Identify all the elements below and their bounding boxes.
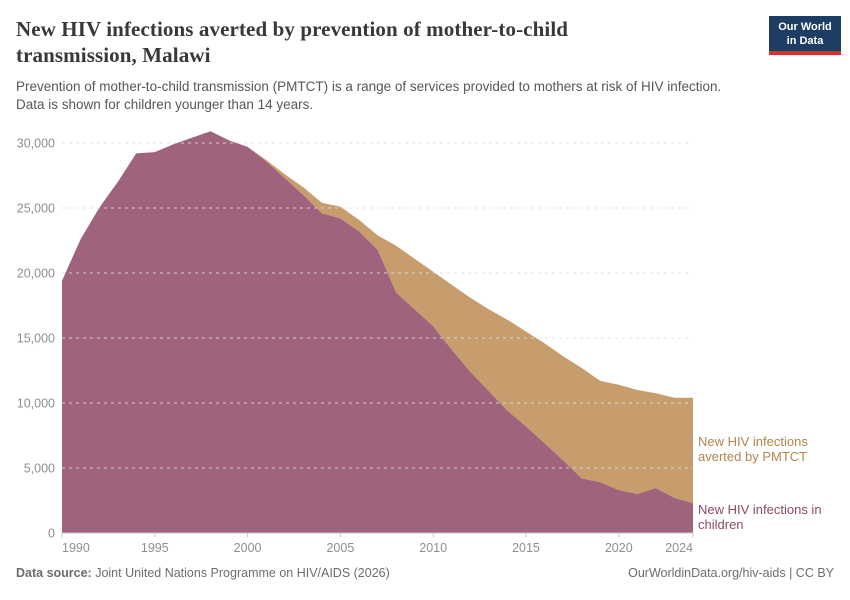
legend-label-infections-in-children: New HIV infections in children	[698, 502, 822, 533]
y-axis-tick-label: 25,000	[17, 202, 55, 216]
y-axis-tick-label: 20,000	[17, 267, 55, 281]
legend-label-averted-by-pmtct: New HIV infections averted by PMTCT	[698, 434, 808, 465]
area-infections-in-children[interactable]	[62, 131, 693, 534]
chart-subtitle: Prevention of mother-to-child transmissi…	[16, 78, 828, 114]
owid-logo: Our World in Data	[769, 16, 841, 56]
data-source-text: Joint United Nations Programme on HIV/AI…	[91, 566, 390, 580]
owid-logo-line-2: in Data	[786, 35, 824, 48]
y-axis-tick-label: 5,000	[24, 462, 55, 476]
area-averted-by-pmtct[interactable]	[62, 131, 693, 504]
x-axis-tick-label: 2020	[605, 541, 633, 555]
data-source-label: Data source:	[16, 566, 92, 580]
y-axis-tick-label: 10,000	[17, 397, 55, 411]
x-axis-tick-label: 2005	[326, 541, 354, 555]
x-axis-tick-label: 2000	[234, 541, 262, 555]
chart-title: New HIV infections averted by prevention…	[16, 17, 569, 67]
owid-credit-link[interactable]: OurWorldinData.org/hiv-aids | CC BY	[628, 566, 834, 580]
owid-logo-line-1: Our World	[778, 21, 832, 33]
y-axis-tick-label: 0	[48, 527, 55, 541]
x-axis-tick-label: 1990	[62, 541, 90, 555]
x-axis-tick-label: 2024	[665, 541, 693, 555]
x-axis-tick-label: 1995	[141, 541, 169, 555]
y-axis-tick-label: 30,000	[17, 137, 55, 151]
y-axis-tick-label: 15,000	[17, 332, 55, 346]
data-source-note: Data source: Joint United Nations Progra…	[16, 566, 390, 580]
x-axis-tick-label: 2015	[512, 541, 540, 555]
x-axis-tick-label: 2010	[419, 541, 447, 555]
subtitle-line-1: Prevention of mother-to-child transmissi…	[16, 79, 722, 94]
subtitle-line-2: Data is shown for children younger than …	[16, 97, 314, 113]
chart-footer: Data source: Joint United Nations Progra…	[0, 566, 850, 580]
